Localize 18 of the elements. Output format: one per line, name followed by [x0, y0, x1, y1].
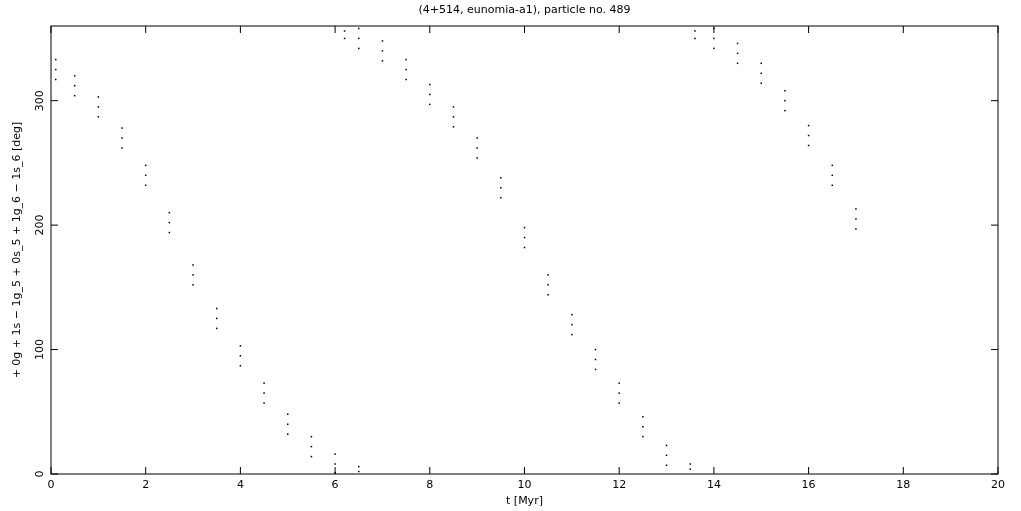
x-tick-label: 12 — [612, 478, 627, 491]
x-tick-label: 20 — [991, 478, 1005, 491]
chart-title: (4+514, eunomia-a1), particle no. 489 — [418, 3, 631, 16]
x-tick-label: 2 — [142, 478, 150, 491]
x-tick-label: 14 — [706, 478, 721, 491]
x-tick-label: 8 — [426, 478, 434, 491]
y-tick-label: 300 — [33, 90, 46, 112]
x-tick-label: 16 — [801, 478, 816, 491]
x-tick-label: 6 — [331, 478, 339, 491]
x-tick-label: 18 — [896, 478, 911, 491]
x-tick-label: 10 — [517, 478, 532, 491]
y-tick-label: 100 — [33, 339, 46, 361]
y-tick-label: 200 — [33, 214, 46, 236]
x-axis-title: t [Myr] — [506, 494, 543, 507]
x-tick-label: 0 — [47, 478, 55, 491]
y-axis-title: + 0g + 1s − 1g_5 + 0s_5 + 1g_6 − 1s_6 [deg] — [10, 121, 23, 379]
y-tick-label: 0 — [33, 470, 46, 478]
x-tick-label: 4 — [236, 478, 244, 491]
